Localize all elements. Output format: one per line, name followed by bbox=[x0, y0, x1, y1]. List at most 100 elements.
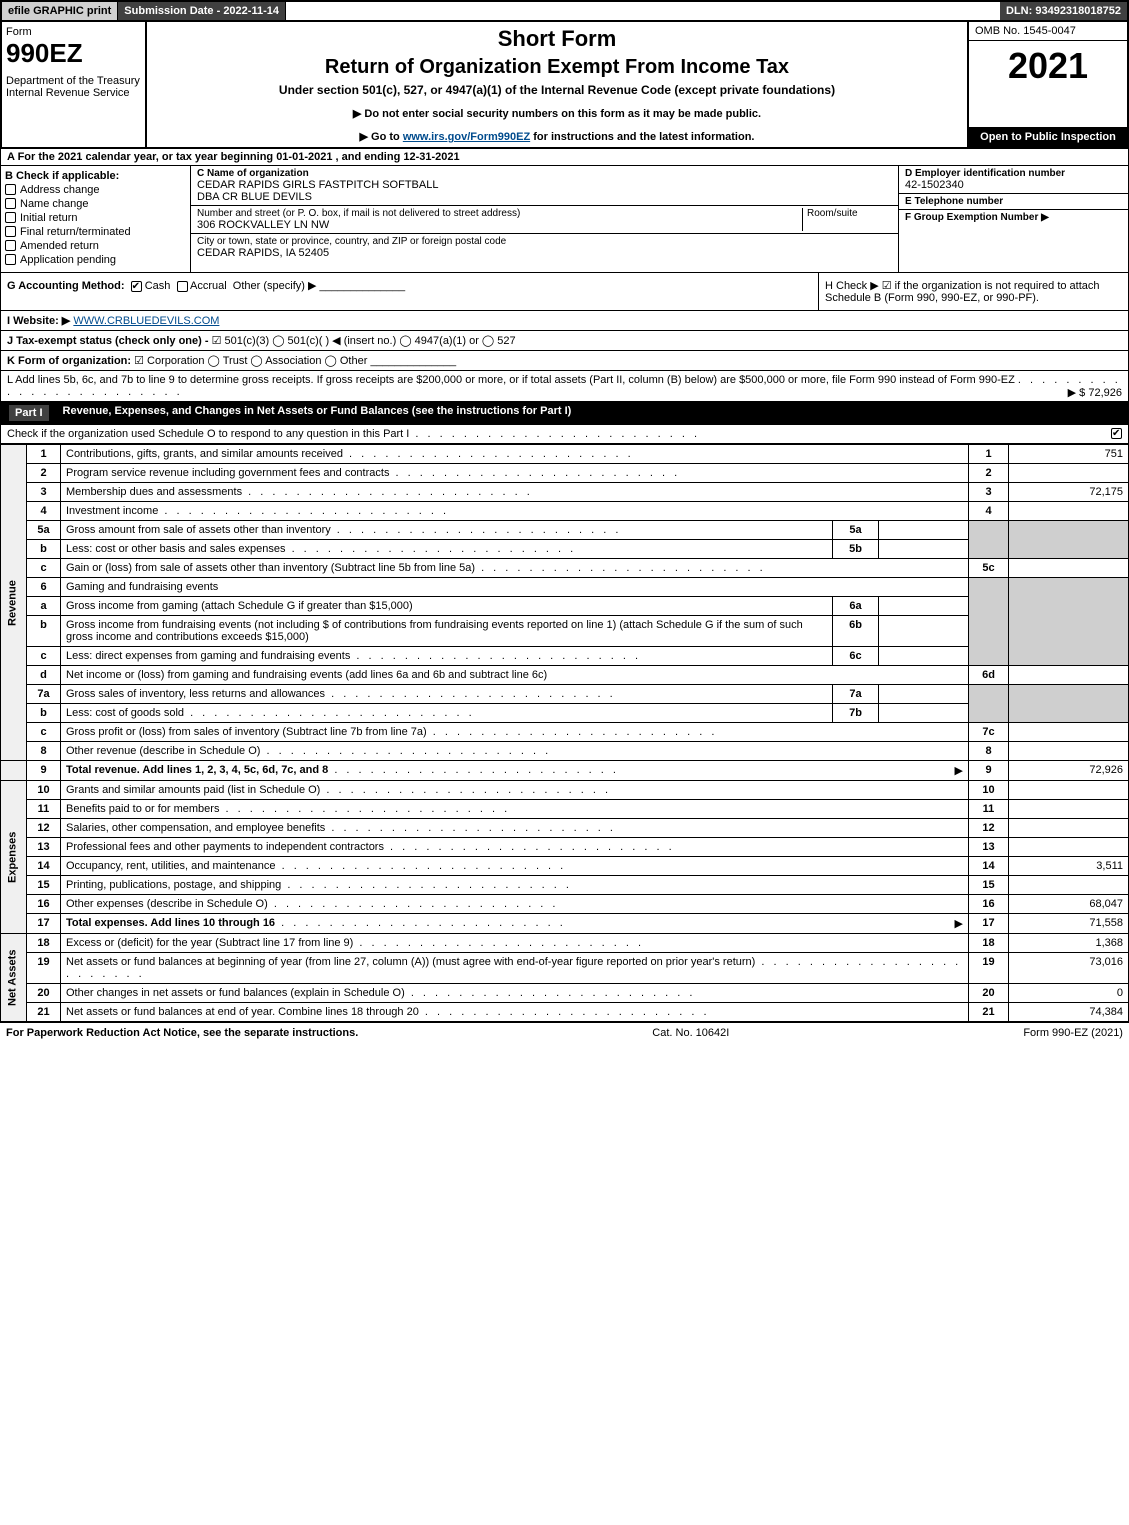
line-19-desc: Net assets or fund balances at beginning… bbox=[61, 953, 969, 984]
line-10-code: 10 bbox=[969, 781, 1009, 800]
line-7b-desc: Less: cost of goods sold bbox=[61, 704, 833, 723]
line-7a-sub: 7a bbox=[833, 685, 879, 704]
line-15-code: 15 bbox=[969, 876, 1009, 895]
section-l-amount: ▶ $ 72,926 bbox=[1068, 386, 1122, 399]
part1-label: Part I bbox=[9, 405, 49, 421]
line-14-num: 14 bbox=[27, 857, 61, 876]
efile-label[interactable]: efile GRAPHIC print bbox=[2, 2, 118, 20]
website-label: I Website: ▶ bbox=[7, 315, 70, 327]
line-6c-num: c bbox=[27, 647, 61, 666]
line-3-desc: Membership dues and assessments bbox=[61, 483, 969, 502]
line-11-desc: Benefits paid to or for members bbox=[61, 800, 969, 819]
line-5a-num: 5a bbox=[27, 521, 61, 540]
line-3-num: 3 bbox=[27, 483, 61, 502]
section-def: D Employer identification number 42-1502… bbox=[898, 166, 1128, 272]
line-21-code: 21 bbox=[969, 1003, 1009, 1022]
section-b-label: B Check if applicable: bbox=[5, 170, 186, 182]
line-6b-desc: Gross income from fundraising events (no… bbox=[61, 616, 833, 647]
line-4-amt bbox=[1009, 502, 1129, 521]
city-label: City or town, state or province, country… bbox=[197, 236, 892, 247]
department: Department of the Treasury Internal Reve… bbox=[6, 75, 141, 99]
line-12-num: 12 bbox=[27, 819, 61, 838]
line-7a-subval bbox=[879, 685, 969, 704]
check-initial-return[interactable]: Initial return bbox=[5, 212, 186, 224]
section-g: G Accounting Method: Cash Accrual Other … bbox=[1, 273, 818, 310]
section-j: J Tax-exempt status (check only one) - ☑… bbox=[0, 331, 1129, 351]
line-20-code: 20 bbox=[969, 984, 1009, 1003]
footer-left: For Paperwork Reduction Act Notice, see … bbox=[6, 1027, 358, 1039]
check-amended-return[interactable]: Amended return bbox=[5, 240, 186, 252]
goto-post: for instructions and the latest informat… bbox=[533, 131, 754, 143]
line-1-num: 1 bbox=[27, 445, 61, 464]
line-12-code: 12 bbox=[969, 819, 1009, 838]
form-header: Form 990EZ Department of the Treasury In… bbox=[0, 22, 1129, 149]
line-19-code: 19 bbox=[969, 953, 1009, 984]
line-11-amt bbox=[1009, 800, 1129, 819]
line-2-code: 2 bbox=[969, 464, 1009, 483]
tax-exempt-options: ☑ 501(c)(3) ◯ 501(c)( ) ◀ (insert no.) ◯… bbox=[212, 335, 516, 347]
line-6d-num: d bbox=[27, 666, 61, 685]
line-11-code: 11 bbox=[969, 800, 1009, 819]
check-accrual[interactable] bbox=[177, 281, 188, 292]
check-address-change[interactable]: Address change bbox=[5, 184, 186, 196]
line-2-desc: Program service revenue including govern… bbox=[61, 464, 969, 483]
line-1-desc: Contributions, gifts, grants, and simila… bbox=[61, 445, 969, 464]
omb-number: OMB No. 1545-0047 bbox=[969, 22, 1127, 41]
line-5b-subval bbox=[879, 540, 969, 559]
line-9-num: 9 bbox=[27, 761, 61, 781]
shade-6 bbox=[969, 578, 1009, 666]
other-label: Other (specify) ▶ bbox=[233, 280, 317, 292]
header-left: Form 990EZ Department of the Treasury In… bbox=[2, 22, 147, 147]
line-7a-desc: Gross sales of inventory, less returns a… bbox=[61, 685, 833, 704]
section-l: L Add lines 5b, 6c, and 7b to line 9 to … bbox=[0, 371, 1129, 402]
line-5a-subval bbox=[879, 521, 969, 540]
line-7c-num: c bbox=[27, 723, 61, 742]
line-5a-desc: Gross amount from sale of assets other t… bbox=[61, 521, 833, 540]
org-name: CEDAR RAPIDS GIRLS FASTPITCH SOFTBALL bbox=[197, 179, 892, 191]
netassets-side-label: Net Assets bbox=[1, 934, 27, 1022]
page-footer: For Paperwork Reduction Act Notice, see … bbox=[0, 1022, 1129, 1043]
line-6c-subval bbox=[879, 647, 969, 666]
cash-label: Cash bbox=[145, 280, 171, 292]
line-5c-num: c bbox=[27, 559, 61, 578]
shade-5 bbox=[969, 521, 1009, 559]
line-14-amt: 3,511 bbox=[1009, 857, 1129, 876]
submission-date: Submission Date - 2022-11-14 bbox=[118, 2, 286, 20]
expenses-side-label: Expenses bbox=[1, 781, 27, 934]
line-16-code: 16 bbox=[969, 895, 1009, 914]
check-application-pending[interactable]: Application pending bbox=[5, 254, 186, 266]
irs-link[interactable]: www.irs.gov/Form990EZ bbox=[403, 131, 530, 143]
line-7b-num: b bbox=[27, 704, 61, 723]
check-cash[interactable] bbox=[131, 281, 142, 292]
check-name-change[interactable]: Name change bbox=[5, 198, 186, 210]
part1-table: Revenue 1 Contributions, gifts, grants, … bbox=[0, 444, 1129, 1022]
form-org-options: ☑ Corporation ◯ Trust ◯ Association ◯ Ot… bbox=[134, 355, 367, 367]
line-19-num: 19 bbox=[27, 953, 61, 984]
website-link[interactable]: WWW.CRBLUEDEVILS.COM bbox=[73, 315, 219, 327]
shade-5-amt bbox=[1009, 521, 1129, 559]
line-9-desc: Total revenue. Add lines 1, 2, 3, 4, 5c,… bbox=[61, 761, 969, 781]
form-org-label: K Form of organization: bbox=[7, 355, 131, 367]
header-middle: Short Form Return of Organization Exempt… bbox=[147, 22, 967, 147]
line-5b-sub: 5b bbox=[833, 540, 879, 559]
section-gh: G Accounting Method: Cash Accrual Other … bbox=[0, 273, 1129, 311]
check-final-return[interactable]: Final return/terminated bbox=[5, 226, 186, 238]
line-13-desc: Professional fees and other payments to … bbox=[61, 838, 969, 857]
line-6c-desc: Less: direct expenses from gaming and fu… bbox=[61, 647, 833, 666]
line-21-amt: 74,384 bbox=[1009, 1003, 1129, 1022]
section-bcdef: B Check if applicable: Address change Na… bbox=[0, 166, 1129, 273]
line-21-desc: Net assets or fund balances at end of ye… bbox=[61, 1003, 969, 1022]
street-label: Number and street (or P. O. box, if mail… bbox=[197, 208, 802, 219]
line-17-amt: 71,558 bbox=[1009, 914, 1129, 934]
line-13-amt bbox=[1009, 838, 1129, 857]
line-6a-num: a bbox=[27, 597, 61, 616]
tax-exempt-label: J Tax-exempt status (check only one) - bbox=[7, 335, 209, 347]
part1-check-icon[interactable] bbox=[1111, 428, 1122, 439]
line-7c-code: 7c bbox=[969, 723, 1009, 742]
line-11-num: 11 bbox=[27, 800, 61, 819]
shade-7 bbox=[969, 685, 1009, 723]
line-6c-sub: 6c bbox=[833, 647, 879, 666]
line-7c-amt bbox=[1009, 723, 1129, 742]
org-name-label: C Name of organization bbox=[197, 168, 892, 179]
line-8-desc: Other revenue (describe in Schedule O) bbox=[61, 742, 969, 761]
